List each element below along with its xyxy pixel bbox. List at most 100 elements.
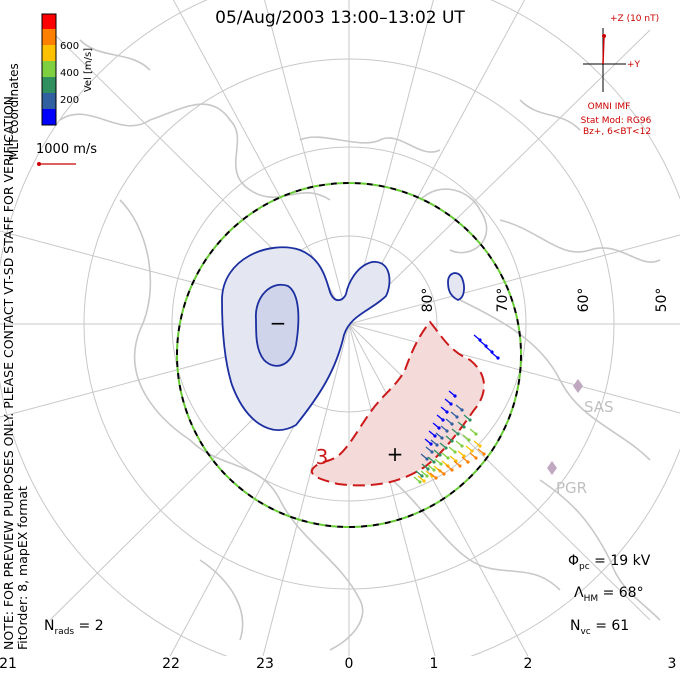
negative-potential-cell <box>221 246 465 431</box>
velocity-vector-40 <box>449 455 457 462</box>
positive-contour-label: 3 <box>316 445 329 469</box>
velocity-vector-38 <box>465 445 473 452</box>
mlt-tick-0: 0 <box>344 656 354 672</box>
velocity-vector-46 <box>469 452 477 459</box>
colorbar-swatch-1 <box>42 29 56 45</box>
imf-model: Stat Mod: RG96 <box>581 116 652 126</box>
positive-symbol: + <box>387 442 404 466</box>
velocity-vector-7 <box>436 414 444 421</box>
radar-sas: SAS <box>573 379 614 416</box>
velocity-vector-24 <box>433 449 441 456</box>
velocity-vector-3 <box>491 352 499 359</box>
radar-label-sas: SAS <box>584 398 614 416</box>
velocity-vector-49 <box>445 464 453 471</box>
velocity-vector-30 <box>455 440 463 447</box>
velocity-vector-23 <box>439 442 447 449</box>
velocity-vector-19 <box>463 414 471 421</box>
velocity-vector-35 <box>420 470 428 477</box>
velocity-vector-18 <box>420 453 428 460</box>
note-block: NOTE: FOR PREVIEW PURPOSES ONLY. PLEASE … <box>1 92 30 650</box>
velocity-vector-43 <box>425 470 433 477</box>
mlt-axis: 21 22 23 0 1 2 3 <box>0 656 680 674</box>
radar-label-pgr: PGR <box>556 479 587 497</box>
velocity-vector-31 <box>448 446 456 453</box>
stat-phi-pc-symbol: Φ <box>568 553 580 569</box>
stat-n-vc-sub: vc <box>580 626 591 637</box>
stat-n-vc: Nvc = 61 <box>570 618 629 637</box>
velocity-vector-1 <box>479 340 487 347</box>
velocity-vector-10 <box>424 438 432 445</box>
plot-title: 05/Aug/2003 13:00–13:02 UT <box>215 8 465 28</box>
velocity-vector-14 <box>440 425 448 432</box>
note-line-2: FitOrder: 8, mapEX format <box>15 486 30 650</box>
velocity-vector-22 <box>445 435 453 442</box>
stat-n-vc-value: = 61 <box>590 618 630 634</box>
velocity-vector-44 <box>417 475 425 482</box>
scale-vector: 1000 m/s <box>36 142 97 166</box>
velocity-vector-45 <box>477 448 485 455</box>
colorbar-tick-200: 200 <box>60 95 79 106</box>
velocity-vector-21 <box>451 428 459 435</box>
small-negative-contour <box>447 272 465 301</box>
mlt-tick-2: 2 <box>523 656 533 672</box>
velocity-vector-34 <box>427 464 435 471</box>
velocity-vector-32 <box>441 452 449 459</box>
colorbar-swatch-0 <box>42 14 56 29</box>
velocity-vector-0 <box>473 334 481 341</box>
stat-lambda-hm: ΛHM = 68° <box>574 585 644 604</box>
velocity-vector-47 <box>461 456 469 463</box>
colorbar-tick-400: 400 <box>60 68 79 79</box>
velocity-vector-50 <box>437 468 445 475</box>
stat-n-rads-symbol: N <box>44 618 55 634</box>
stat-phi-pc: Φpc = 19 kV <box>568 553 650 572</box>
imf-z-label: +Z (10 nT) <box>610 14 659 24</box>
velocity-vector-39 <box>457 450 465 457</box>
mlt-tick-22: 22 <box>162 656 180 672</box>
velocity-vector-29 <box>462 434 470 441</box>
velocity-vector-26 <box>421 463 429 470</box>
velocity-vector-9 <box>428 430 436 437</box>
stat-n-rads: Nrads = 2 <box>44 618 104 637</box>
velocity-vectors <box>413 334 500 484</box>
velocity-vector-5 <box>444 398 452 405</box>
mlt-tick-3: 3 <box>667 656 677 672</box>
velocity-vector-36 <box>413 476 421 483</box>
lat-label-70: 70° <box>495 288 511 313</box>
stat-lambda-hm-symbol: Λ <box>574 585 584 601</box>
velocity-vector-6 <box>440 406 448 413</box>
stat-phi-pc-value: = 19 kV <box>589 553 651 569</box>
negative-inner-contour <box>255 283 300 367</box>
stat-lambda-hm-sub: HM <box>583 593 599 604</box>
radar-pgr: PGR <box>547 461 587 497</box>
imf-y-label: +Y <box>627 60 641 70</box>
lat-label-60: 60° <box>576 288 592 313</box>
stat-lambda-hm-value: = 68° <box>598 585 644 601</box>
velocity-vector-37 <box>473 440 481 447</box>
imf-dial: +Z (10 nT) +Y OMNI IMF Stat Mod: RG96 Bz… <box>581 14 659 137</box>
coastlines <box>59 39 661 651</box>
velocity-vector-33 <box>434 458 442 465</box>
stat-n-rads-sub: rads <box>54 626 75 637</box>
colorbar-swatch-4 <box>42 77 56 93</box>
velocity-vector-20 <box>457 421 465 428</box>
velocity-vector-8 <box>432 422 440 429</box>
velocity-vector-11 <box>455 404 463 411</box>
stat-n-vc-symbol: N <box>570 618 581 634</box>
mlt-tick-21: 21 <box>0 656 17 672</box>
imf-condition: Bz+, 6<BT<12 <box>583 127 651 137</box>
velocity-vector-17 <box>425 446 433 453</box>
velocity-vector-28 <box>469 428 477 435</box>
colorbar-swatch-5 <box>42 93 56 109</box>
velocity-vector-16 <box>430 439 438 446</box>
mlt-tick-23: 23 <box>256 656 274 672</box>
colorbar-swatch-6 <box>42 109 56 125</box>
hm-boundary <box>176 182 522 528</box>
note-line-1: NOTE: FOR PREVIEW PURPOSES ONLY. PLEASE … <box>1 92 16 650</box>
mlt-tick-1: 1 <box>429 656 439 672</box>
velocity-vector-25 <box>427 456 435 463</box>
colorbar-label: Vel [m/s] <box>83 48 94 92</box>
stat-phi-pc-sub: pc <box>579 561 590 572</box>
coord-label: MLT coordinates <box>7 63 21 160</box>
velocity-vector-12 <box>450 411 458 418</box>
